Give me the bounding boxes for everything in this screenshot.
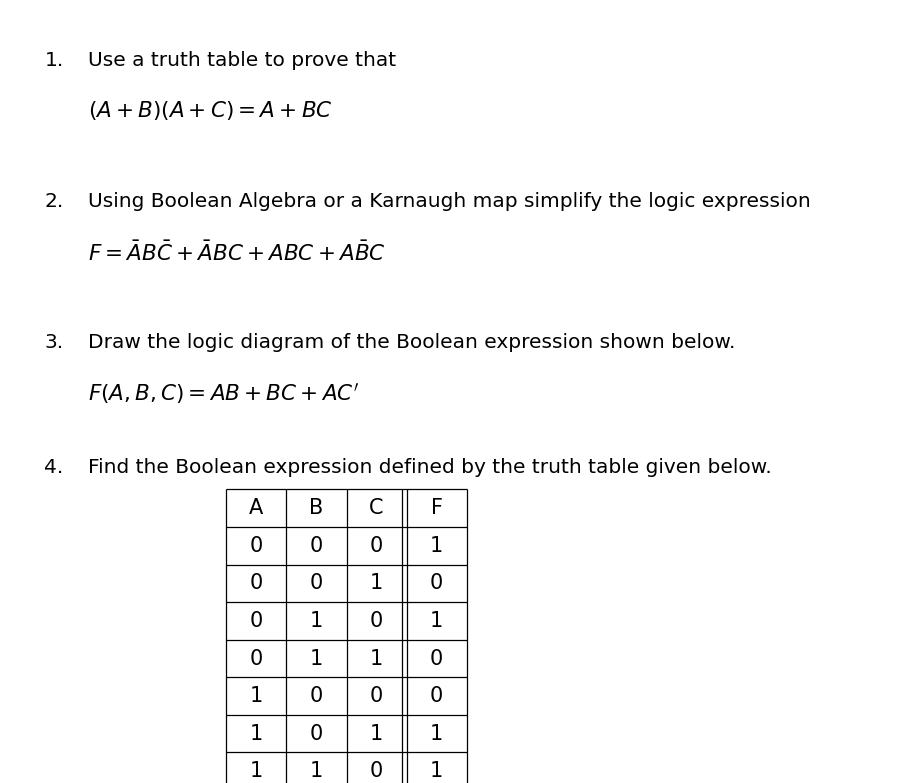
Text: 1.: 1. — [44, 51, 64, 70]
Text: 3.: 3. — [44, 333, 64, 352]
Text: 0: 0 — [249, 573, 263, 594]
Text: 0: 0 — [430, 573, 444, 594]
Text: 0: 0 — [310, 573, 323, 594]
Text: 0: 0 — [370, 761, 383, 781]
Text: Using Boolean Algebra or a Karnaugh map simplify the logic expression: Using Boolean Algebra or a Karnaugh map … — [88, 192, 810, 211]
Text: 0: 0 — [249, 536, 263, 556]
Text: $F = \bar{A}B\bar{C} + \bar{A}BC + ABC + A\bar{B}C$: $F = \bar{A}B\bar{C} + \bar{A}BC + ABC +… — [88, 240, 385, 265]
Text: 1: 1 — [430, 761, 444, 781]
Text: 0: 0 — [249, 648, 263, 669]
Text: C: C — [370, 498, 383, 518]
Text: 1: 1 — [370, 648, 383, 669]
Text: F: F — [431, 498, 443, 518]
Text: B: B — [310, 498, 323, 518]
Text: A: A — [249, 498, 263, 518]
Text: Draw the logic diagram of the Boolean expression shown below.: Draw the logic diagram of the Boolean ex… — [88, 333, 736, 352]
Text: 1: 1 — [310, 611, 323, 631]
Text: $F(A,B,C)= AB + BC + AC'$: $F(A,B,C)= AB + BC + AC'$ — [88, 381, 359, 406]
Text: 1: 1 — [370, 723, 383, 744]
Text: 1: 1 — [430, 611, 444, 631]
Text: 1: 1 — [249, 723, 263, 744]
Text: 0: 0 — [310, 723, 323, 744]
Text: $(A + B)(A + C) = A + BC$: $(A + B)(A + C) = A + BC$ — [88, 99, 333, 122]
Text: Find the Boolean expression defined by the truth table given below.: Find the Boolean expression defined by t… — [88, 458, 772, 477]
Text: 0: 0 — [310, 686, 323, 706]
Text: 0: 0 — [249, 611, 263, 631]
Text: 0: 0 — [430, 648, 444, 669]
Text: 0: 0 — [370, 536, 383, 556]
Text: 1: 1 — [249, 761, 263, 781]
Text: 2.: 2. — [44, 192, 64, 211]
Text: 1: 1 — [370, 573, 383, 594]
Text: 4.: 4. — [44, 458, 64, 477]
Text: 1: 1 — [430, 536, 444, 556]
Text: 1: 1 — [249, 686, 263, 706]
Text: 1: 1 — [430, 723, 444, 744]
Text: 0: 0 — [430, 686, 444, 706]
Text: 0: 0 — [370, 611, 383, 631]
Text: 0: 0 — [310, 536, 323, 556]
Text: 0: 0 — [370, 686, 383, 706]
Text: 1: 1 — [310, 648, 323, 669]
Text: 1: 1 — [310, 761, 323, 781]
Text: Use a truth table to prove that: Use a truth table to prove that — [88, 51, 395, 70]
